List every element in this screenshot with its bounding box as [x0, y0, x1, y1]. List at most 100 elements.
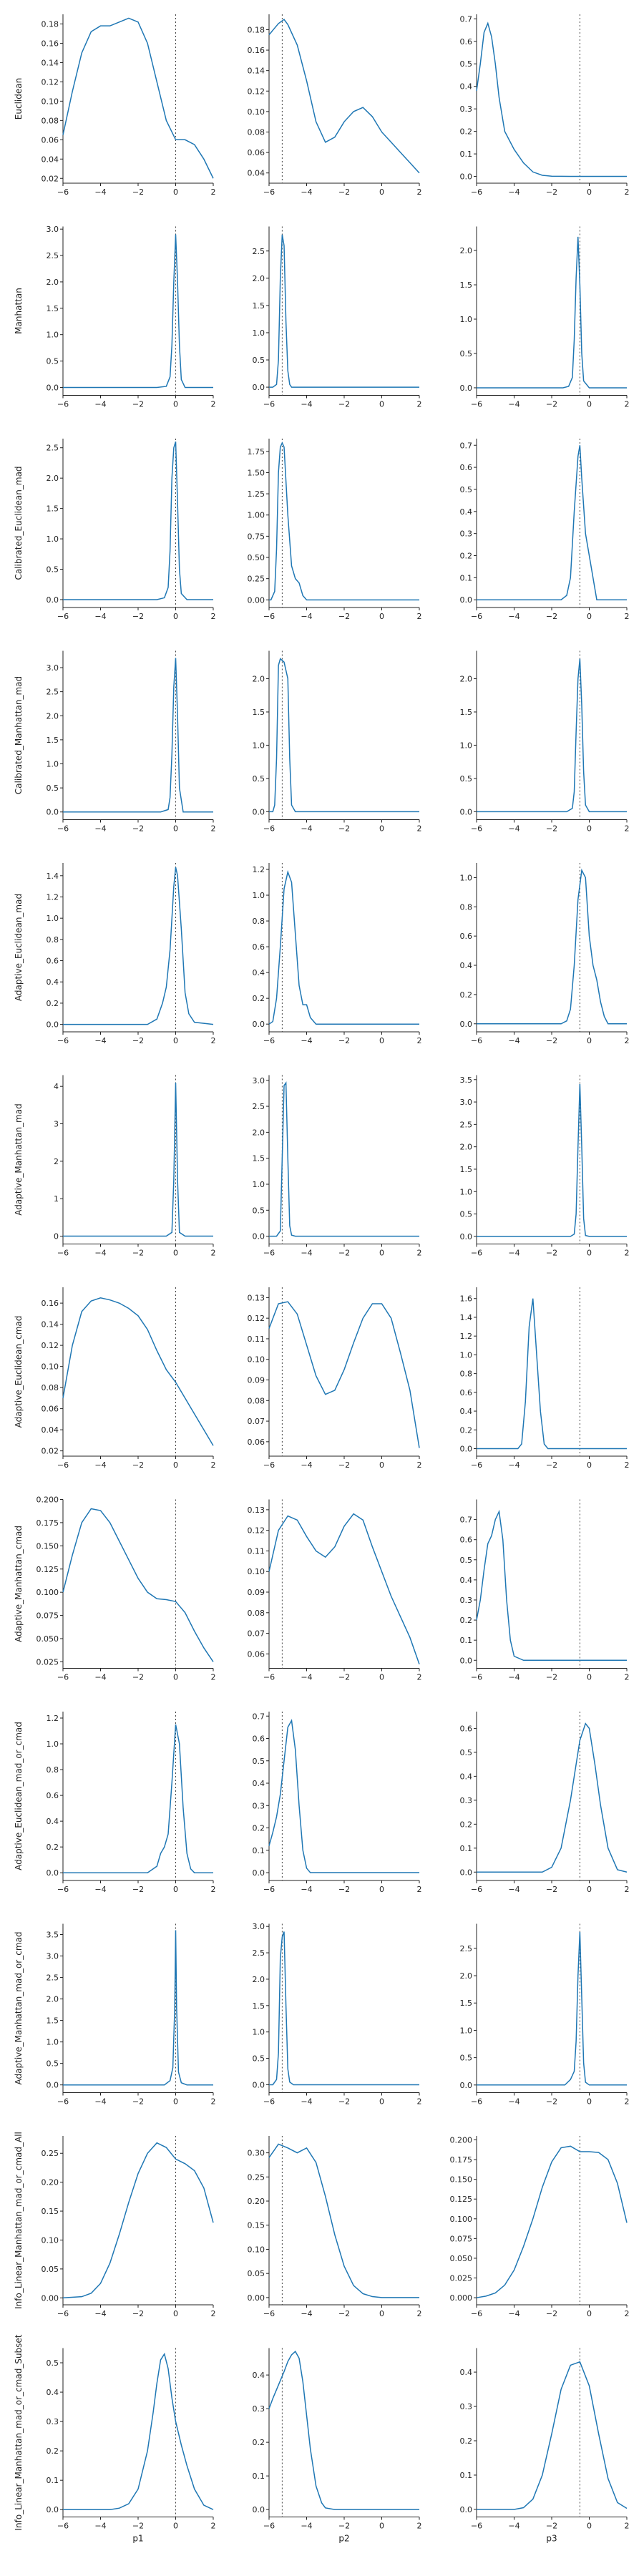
row-label: Adaptive_Manhattan_mad_or_cmad — [14, 1932, 24, 2085]
panel-Info_Linear_Manhattan_mad_or_cmad_All-p2: −6 −4 −2 0 2 0.00 0.05 0.10 0.15 0.20 0.25 0.30 — [248, 2136, 422, 2318]
y-tick-label: 0.05 — [42, 2265, 59, 2274]
x-tick-label: 0 — [587, 1885, 592, 1894]
y-tick-label: 0.8 — [47, 1765, 59, 1775]
y-tick-label: 2.0 — [253, 1975, 265, 1984]
y-tick-label: 0.04 — [42, 155, 59, 164]
density-curve — [476, 2145, 628, 2298]
y-tick-label: 3.5 — [460, 1075, 473, 1085]
y-tick-label: 0.5 — [460, 774, 473, 784]
y-tick-label: 0.2 — [460, 990, 473, 1000]
y-tick-label: 0.5 — [253, 356, 265, 365]
x-tick-label: −4 — [301, 2522, 312, 2531]
y-tick-label: 1.0 — [253, 328, 265, 338]
y-tick-label: 0.11 — [248, 1546, 265, 1556]
x-tick-label: 0 — [173, 1885, 178, 1894]
y-tick-label: 3.0 — [253, 1076, 265, 1085]
y-tick-label: 1.0 — [47, 760, 59, 769]
x-tick-label: −2 — [546, 1885, 557, 1894]
panel-Calibrated_Euclidean_mad-p2: −6 −4 −2 0 2 0.00 0.25 0.50 0.75 1.00 1.25 1.50 1.75 — [248, 439, 422, 621]
y-tick-label: 3.0 — [253, 1922, 265, 1931]
y-tick-label: 0.4 — [460, 961, 473, 970]
y-tick-label: 1.0 — [460, 741, 473, 750]
x-tick-label: −6 — [57, 1673, 69, 1682]
x-tick-label: 2 — [211, 2097, 216, 2107]
x-tick-label: 0 — [379, 2522, 384, 2531]
x-tick-label: −4 — [301, 612, 312, 621]
x-tick-label: −2 — [338, 1673, 350, 1682]
y-tick-label: 1.5 — [253, 1154, 265, 1163]
x-tick-label: −2 — [338, 2097, 350, 2107]
y-tick-label: 1.0 — [460, 1350, 473, 1360]
y-tick-label: 1.4 — [47, 872, 59, 881]
y-tick-label: 0.3 — [460, 1596, 473, 1605]
row-label: Euclidean — [14, 78, 24, 119]
y-tick-label: 3.0 — [47, 1952, 59, 1961]
y-tick-label: 3.0 — [47, 663, 59, 673]
y-tick-label: 0.14 — [42, 58, 59, 67]
y-tick-label: 0.18 — [42, 19, 59, 29]
x-tick-label: −6 — [57, 400, 69, 409]
y-tick-label: 0.5 — [460, 485, 473, 494]
density-curve — [477, 2361, 628, 2510]
y-tick-label: 0.0 — [460, 595, 473, 605]
y-tick-label: 0.13 — [248, 1506, 265, 1515]
y-tick-label: 0.10 — [248, 1355, 265, 1365]
y-tick-label: 0.0 — [47, 2505, 59, 2514]
x-tick-label: 2 — [211, 1460, 216, 1470]
density-curve — [63, 2352, 214, 2510]
y-tick-label: 3 — [54, 1120, 59, 1129]
y-tick-label: 0.09 — [248, 1588, 265, 1597]
x-tick-label: −4 — [94, 2522, 106, 2531]
x-tick-label: −6 — [263, 187, 275, 197]
x-tick-label: −4 — [508, 1460, 519, 1470]
y-tick-label: 0.08 — [42, 116, 59, 125]
row-label: Adaptive_Manhattan_mad — [14, 1103, 24, 1215]
x-tick-label: 0 — [379, 187, 384, 197]
x-tick-label: −2 — [132, 1885, 144, 1894]
y-tick-label: 1.2 — [47, 892, 59, 902]
y-tick-label: 0.4 — [253, 1779, 265, 1788]
x-tick-label: −2 — [132, 1036, 144, 1045]
y-tick-label: 0.6 — [460, 1724, 473, 1733]
y-tick-label: 0.12 — [42, 1341, 59, 1350]
x-tick-label: −2 — [132, 187, 144, 197]
x-tick-label: −4 — [94, 2097, 106, 2107]
y-tick-label: 0.0 — [460, 1868, 473, 1877]
y-tick-label: 0.08 — [248, 1609, 265, 1618]
density-curve — [268, 19, 420, 174]
y-tick-label: 0.5 — [47, 357, 59, 366]
y-tick-label: 0.2 — [460, 127, 473, 137]
x-tick-label: 0 — [173, 1036, 178, 1045]
y-tick-label: 0.4 — [460, 1407, 473, 1416]
y-tick-label: 1.0 — [460, 315, 473, 324]
density-curve — [62, 17, 214, 179]
y-tick-label: 2.0 — [460, 1143, 473, 1152]
x-tick-label: 0 — [587, 1673, 592, 1682]
x-tick-label: −6 — [471, 187, 482, 197]
row-label: Adaptive_Euclidean_mad — [14, 894, 24, 1001]
x-tick-label: −4 — [94, 1460, 106, 1470]
x-tick-label: −6 — [471, 2097, 482, 2107]
y-tick-label: 0.3 — [47, 2417, 59, 2426]
y-tick-label: 3.0 — [460, 1098, 473, 1107]
y-tick-label: 2.5 — [253, 1102, 265, 1111]
x-tick-label: 2 — [211, 2522, 216, 2531]
y-tick-label: 0.0 — [460, 2081, 473, 2090]
y-tick-label: 2.0 — [47, 1995, 59, 2004]
x-tick-label: −6 — [263, 1885, 275, 1894]
y-tick-label: 0.20 — [42, 2178, 59, 2187]
y-tick-label: 0.4 — [460, 1576, 473, 1585]
x-tick-label: −4 — [301, 187, 312, 197]
x-tick-label: 0 — [173, 2097, 178, 2107]
density-curve — [63, 658, 213, 813]
y-tick-label: 0.0 — [253, 1232, 265, 1241]
y-tick-label: 1.5 — [460, 708, 473, 717]
x-tick-label: −6 — [57, 2097, 69, 2107]
y-tick-label: 0.2 — [460, 1820, 473, 1829]
y-tick-label: 0.5 — [460, 1556, 473, 1565]
y-tick-label: 0.5 — [253, 1757, 265, 1766]
y-tick-label: 1.00 — [248, 511, 265, 520]
y-tick-label: 0.07 — [248, 1629, 265, 1639]
y-tick-label: 0.06 — [248, 148, 265, 157]
